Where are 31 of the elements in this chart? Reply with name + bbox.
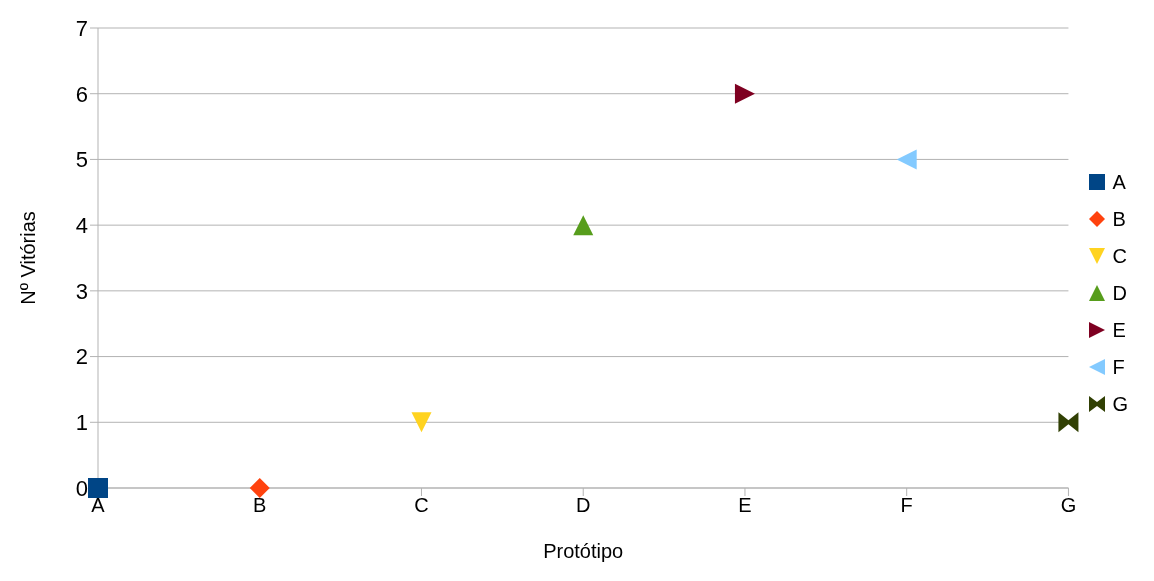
y-tick-label: 7 [75, 15, 88, 41]
point [411, 412, 432, 433]
y-tick-label: 2 [75, 344, 88, 370]
y-axis-title: Nº Vitórias [17, 211, 40, 305]
legend-label: C [1112, 244, 1127, 268]
point [734, 83, 755, 104]
x-tick-label: G [1060, 494, 1077, 517]
legend-label: E [1112, 318, 1126, 342]
legend-label: F [1112, 355, 1125, 379]
legend-label: A [1112, 170, 1126, 194]
x-tick-label: C [414, 494, 429, 517]
point [88, 478, 108, 498]
x-tick-label: B [253, 494, 267, 517]
y-tick-label: 0 [75, 475, 88, 501]
legend-label: G [1112, 392, 1128, 416]
y-tick-label: 6 [75, 81, 88, 107]
y-tick-label: 1 [75, 410, 88, 436]
x-axis-title: Protótipo [543, 540, 624, 562]
x-tick-label: F [900, 494, 913, 517]
point [249, 478, 270, 498]
point [1058, 412, 1079, 433]
x-tick-label: D [575, 494, 591, 517]
x-tick-label: E [738, 494, 752, 517]
y-tick-label: 4 [75, 212, 88, 238]
y-tick-label: 3 [75, 278, 88, 304]
x-tick-label: A [91, 494, 106, 517]
point [896, 149, 917, 170]
legend-label: B [1112, 207, 1126, 231]
y-tick-label: 5 [75, 147, 88, 173]
legend-label: D [1112, 281, 1127, 305]
point [573, 215, 594, 236]
